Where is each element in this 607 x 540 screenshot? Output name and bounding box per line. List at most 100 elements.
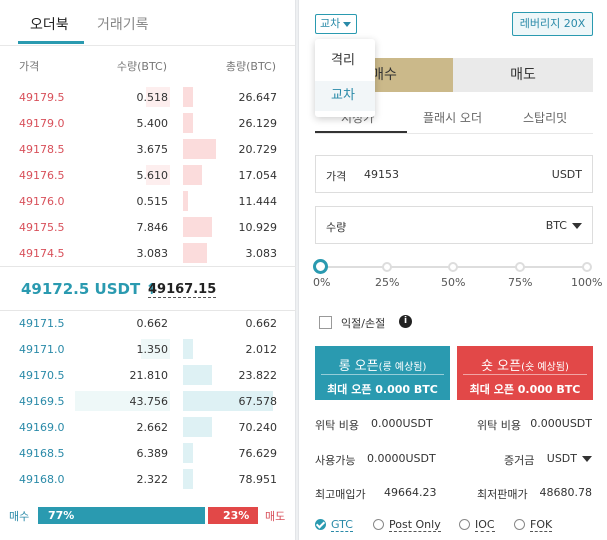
price-unit: USDT	[551, 168, 582, 181]
tif-radio-ioc[interactable]	[459, 519, 470, 530]
fee-value-left: 0.000USDT	[371, 417, 433, 430]
max-buy-value: 49664.23	[384, 486, 437, 499]
ask-row[interactable]: 49176.5 5.610 17.054	[0, 162, 296, 188]
row-qty: 0.515	[136, 195, 169, 208]
chevron-down-icon	[343, 21, 352, 27]
order-type-stop-limit[interactable]: 스탑리밋	[523, 111, 568, 125]
price-input[interactable]: 49153	[364, 168, 399, 181]
bid-row[interactable]: 49168.0 2.322 78.951	[0, 466, 296, 492]
tab-trade-history[interactable]: 거래기록	[97, 17, 149, 33]
long-open-button[interactable]: 롱 오픈(롱 예상됨) 최대 오픈 0.000 BTC	[315, 346, 450, 400]
row-total: 23.822	[238, 369, 278, 382]
qty-depth-bar	[141, 339, 170, 359]
total-depth-bar	[183, 469, 193, 489]
bid-row[interactable]: 49170.5 21.810 23.822	[0, 362, 296, 388]
row-qty: 0.662	[136, 317, 169, 330]
total-depth-bar	[183, 443, 193, 463]
slider-tick-75[interactable]	[515, 262, 525, 272]
tif-label-ioc[interactable]: IOC	[475, 518, 495, 532]
tab-orderbook[interactable]: 오더북	[30, 17, 69, 33]
tif-label-postonly[interactable]: Post Only	[389, 518, 441, 532]
bid-row[interactable]: 49171.5 0.662 0.662	[0, 310, 296, 336]
slider-tick-50[interactable]	[448, 262, 458, 272]
tab-sell[interactable]: 매도	[453, 58, 593, 92]
row-qty: 5.610	[136, 169, 169, 182]
row-price: 49171.5	[19, 317, 65, 330]
divider	[321, 374, 444, 375]
qty-unit: BTC	[545, 219, 567, 232]
row-price: 49169.0	[19, 421, 65, 434]
ratio-sell-bar: 23%	[208, 507, 258, 524]
header-price: 가격	[19, 60, 40, 73]
total-depth-bar	[183, 391, 273, 411]
total-depth-bar	[183, 165, 202, 185]
tif-label-gtc[interactable]: GTC	[331, 518, 353, 532]
dropdown-option-cross[interactable]: 교차	[315, 81, 375, 111]
row-total: 0.662	[245, 317, 278, 330]
row-qty: 3.083	[136, 247, 169, 260]
row-qty: 6.389	[136, 447, 169, 460]
ratio-buy-bar: 77%	[38, 507, 205, 524]
ask-row[interactable]: 49179.5 0.518 26.647	[0, 84, 296, 110]
tpsl-checkbox[interactable]	[319, 316, 332, 329]
slider-label-50: 50%	[441, 276, 466, 289]
fee-label-left: 위탁 비용	[315, 419, 359, 432]
ask-row[interactable]: 49179.0 5.400 26.129	[0, 110, 296, 136]
qty-field[interactable]: 수량 BTC	[315, 206, 593, 244]
ask-row[interactable]: 49175.5 7.846 10.929	[0, 214, 296, 240]
row-price: 49179.5	[19, 91, 65, 104]
row-qty: 43.756	[129, 395, 169, 408]
slider-tick-100[interactable]	[582, 262, 592, 272]
slider-handle[interactable]	[313, 259, 328, 274]
qty-label: 수량	[326, 221, 347, 234]
chevron-down-icon	[582, 456, 592, 462]
row-price: 49168.0	[19, 473, 65, 486]
tif-radio-fok[interactable]	[514, 519, 525, 530]
row-price: 49174.5	[19, 247, 65, 260]
order-type-flash[interactable]: 플래시 오더	[423, 111, 483, 125]
row-price: 49175.5	[19, 221, 65, 234]
total-depth-bar	[183, 217, 212, 237]
slider-label-0: 0%	[313, 276, 331, 289]
ask-row[interactable]: 49176.0 0.515 11.444	[0, 188, 296, 214]
short-button-max: 최대 오픈 0.000 BTC	[469, 383, 581, 396]
price-field[interactable]: 가격 49153 USDT	[315, 155, 593, 193]
margin-unit-select[interactable]: USDT	[547, 452, 592, 465]
tif-label-fok[interactable]: FOK	[530, 518, 553, 532]
bid-row[interactable]: 49171.0 1.350 2.012	[0, 336, 296, 362]
leverage-button[interactable]: 레버리지 20X	[512, 12, 593, 36]
orderbook-tabs: 오더북 거래기록	[0, 0, 295, 46]
header-qty: 수량(BTC)	[116, 60, 167, 73]
total-depth-bar	[183, 339, 193, 359]
short-open-button[interactable]: 숏 오픈(숏 예상됨) 최대 오픈 0.000 BTC	[457, 346, 593, 400]
mark-price[interactable]: 49167.15	[148, 282, 217, 298]
bid-row[interactable]: 49169.5 43.756 67.578	[0, 388, 296, 414]
info-icon[interactable]: i	[399, 315, 412, 328]
row-total: 17.054	[238, 169, 278, 182]
dropdown-option-isolated[interactable]: 격리	[331, 53, 355, 68]
qty-depth-bar	[146, 165, 170, 185]
slider-tick-25[interactable]	[382, 262, 392, 272]
min-sell-label: 최저판매가	[477, 488, 528, 501]
ask-row[interactable]: 49174.5 3.083 3.083	[0, 240, 296, 266]
row-price: 49176.0	[19, 195, 65, 208]
max-buy-label: 최고매입가	[315, 488, 366, 501]
order-panel: 교차 레버리지 20X 매수 매도 격리 교차 지정가 플래시 오더 스탑리밋 …	[298, 0, 607, 540]
bid-row[interactable]: 49169.0 2.662 70.240	[0, 414, 296, 440]
tif-radio-postonly[interactable]	[373, 519, 384, 530]
active-order-type-underline	[315, 131, 407, 133]
row-qty: 0.518	[136, 91, 169, 104]
qty-unit-select[interactable]: BTC	[546, 219, 582, 232]
margin-mode-select[interactable]: 교차	[315, 14, 357, 34]
ask-row[interactable]: 49178.5 3.675 20.729	[0, 136, 296, 162]
divider	[315, 133, 593, 134]
short-button-main: 숏 오픈(숏 예상됨)	[457, 355, 593, 374]
margin-mode-value: 교차	[320, 17, 341, 30]
slider-label-25: 25%	[375, 276, 400, 289]
short-button-sub: (숏 예상됨)	[521, 362, 569, 373]
header-total: 총량(BTC)	[225, 60, 276, 73]
bid-row[interactable]: 49168.5 6.389 76.629	[0, 440, 296, 466]
price-label: 가격	[326, 170, 347, 183]
row-total: 11.444	[238, 195, 278, 208]
tif-radio-gtc[interactable]	[315, 519, 326, 530]
